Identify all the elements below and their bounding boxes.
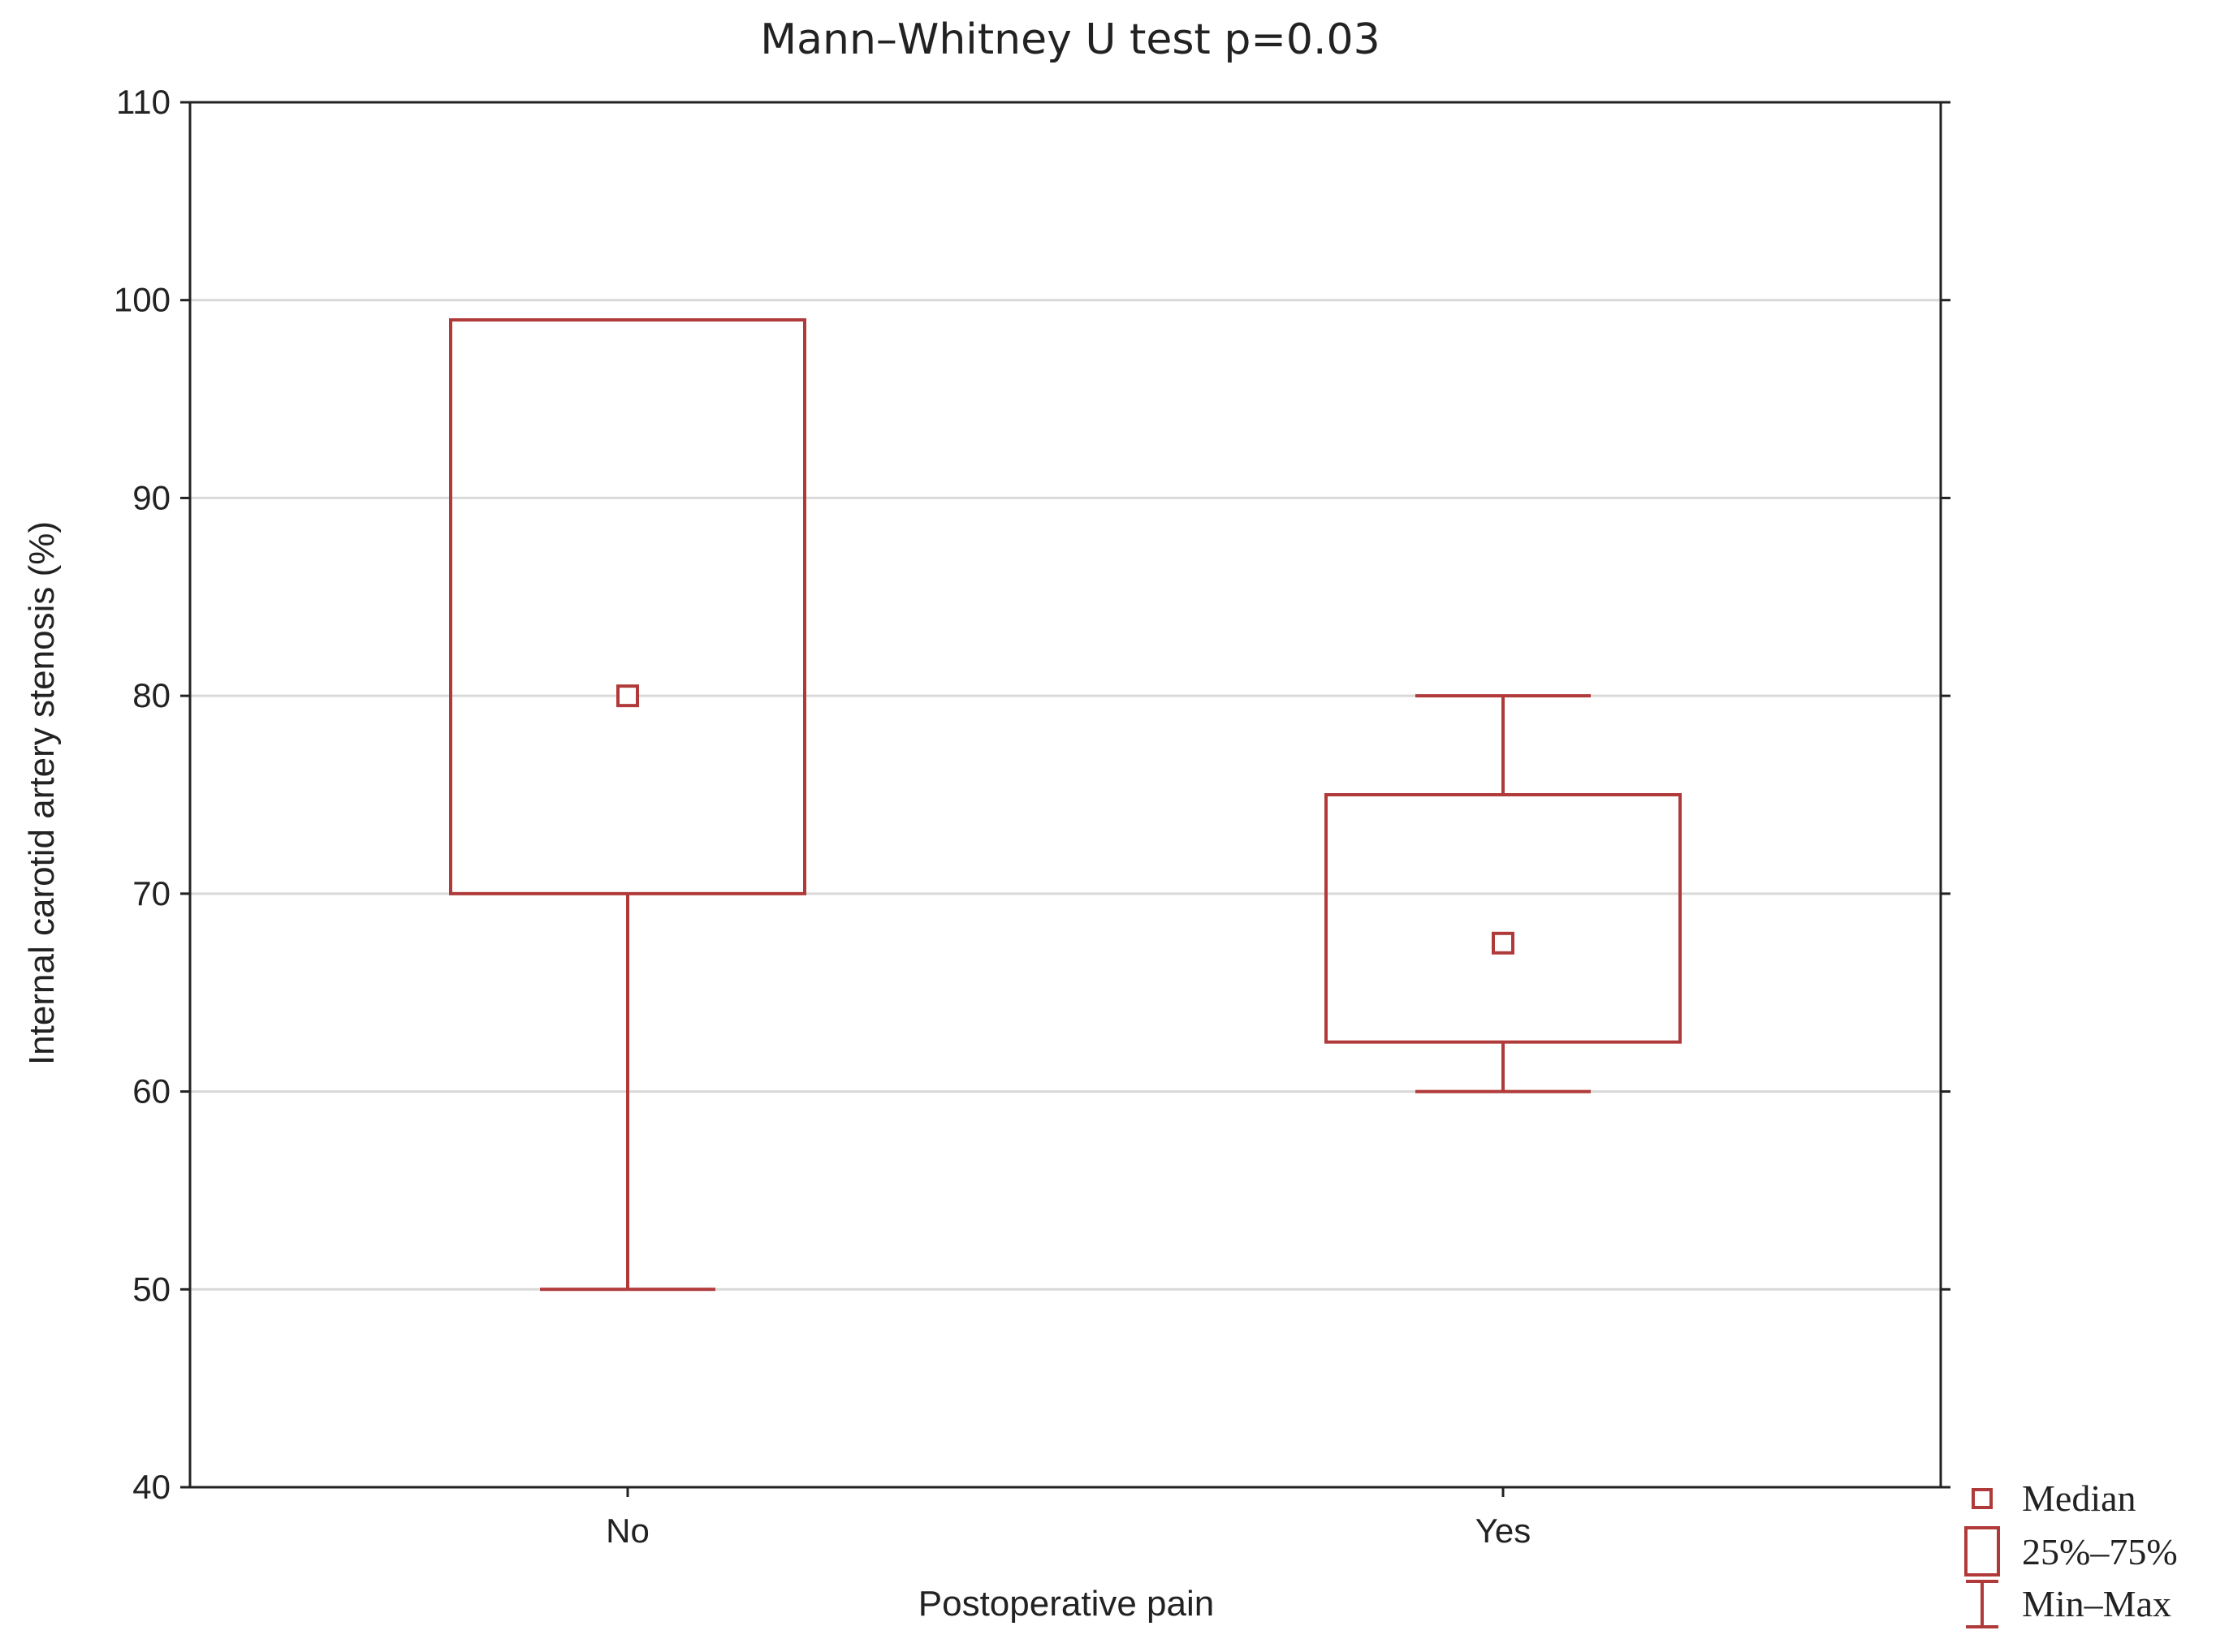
y-tick-label: 40	[132, 1468, 171, 1506]
legend-label: Median	[2022, 1477, 2136, 1519]
median-marker	[616, 684, 639, 708]
median-marker	[1492, 931, 1514, 955]
legend-median-icon	[1972, 1488, 1993, 1509]
box-no	[449, 318, 806, 1292]
y-axis-ticks: 40 50 60 70 80 90 100 110	[114, 83, 1950, 1506]
x-axis-categories: No Yes	[606, 1487, 1531, 1550]
legend-label: Min–Max	[2022, 1583, 2171, 1624]
y-tick-label: 90	[132, 478, 171, 516]
y-tick-label: 60	[132, 1072, 171, 1111]
y-tick-label: 70	[132, 874, 171, 912]
iqr-box	[1324, 793, 1682, 1044]
legend-item-whisker: Min–Max	[1966, 1580, 2171, 1628]
box-yes	[1324, 694, 1682, 1093]
plot-frame	[188, 101, 1942, 1489]
legend-item-median-marker: Median	[1972, 1477, 2136, 1519]
iqr-box	[449, 318, 806, 895]
y-tick-label: 110	[116, 83, 171, 121]
x-category-label: Yes	[1475, 1512, 1531, 1550]
y-axis-label: Internal carotid artery stenosis (%)	[22, 521, 62, 1065]
x-category-label: No	[606, 1512, 650, 1550]
legend-item-box: 25%–75%	[1964, 1526, 2178, 1577]
legend-box-icon	[1964, 1526, 2000, 1577]
chart-title: Mann–Whitney U test p=0.03	[760, 15, 1380, 64]
box-series	[449, 318, 1682, 1292]
legend-label: 25%–75%	[2022, 1531, 2178, 1572]
y-tick-label: 50	[132, 1270, 171, 1308]
legend: Median 25%–75% Min–Max	[1964, 1477, 2178, 1628]
x-axis-label: Postoperative pain	[918, 1584, 1214, 1624]
y-tick-label: 80	[132, 676, 171, 714]
y-tick-label: 100	[114, 281, 171, 319]
